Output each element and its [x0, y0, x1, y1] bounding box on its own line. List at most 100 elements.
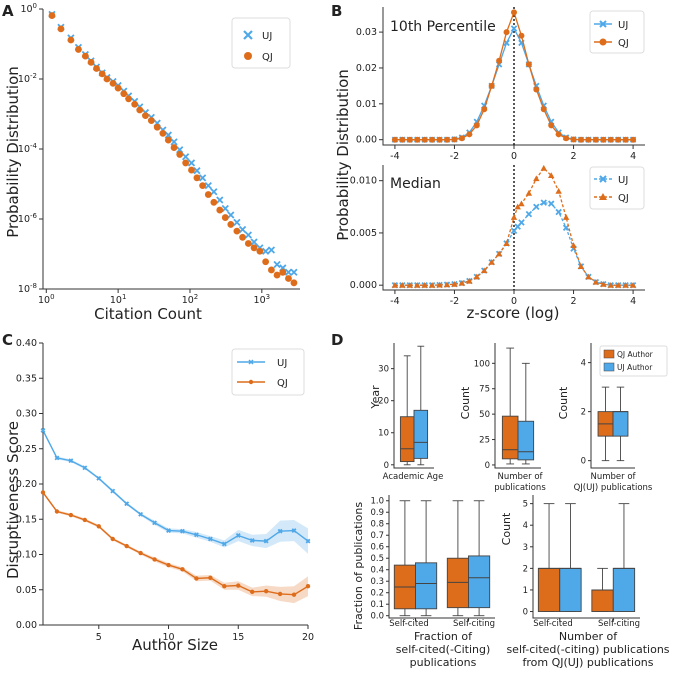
panel-b-top-legend-qj: QJ [618, 38, 629, 49]
panel-b-qj-point [577, 263, 585, 269]
panel-a-uj-point [170, 138, 178, 146]
panel-c-qj-point [305, 584, 311, 589]
panel-c-uj-point [193, 532, 199, 538]
panel-b-qj-point [458, 135, 465, 142]
panel-b-qj-point [481, 267, 488, 274]
panel-b-xtick-label: 4 [630, 296, 636, 307]
panel-a-qj-point [268, 266, 275, 274]
panel-c-uj-point [152, 520, 158, 526]
panel-c-qj-point [40, 490, 46, 495]
d4-spines [388, 495, 495, 619]
d1-box-uj [413, 409, 429, 459]
panel-b-qj-point [514, 203, 521, 210]
d5-ytick-label: 2 [523, 564, 528, 574]
panel-c-legend-box [231, 348, 305, 396]
panel-a-qj-point [109, 79, 117, 87]
d2-xlabel-line1: Number of [497, 472, 543, 482]
panel-a-uj-point [261, 247, 270, 255]
panel-c-qj-ci-band [43, 491, 308, 604]
panel-b-ytick-label: 0.03 [356, 27, 377, 38]
panel-b-qj-point [510, 214, 518, 220]
panel-a-qj-point [262, 258, 270, 266]
panel-b-qj-point [555, 131, 562, 138]
panel-b-qj-point [466, 131, 473, 138]
panel-c-uj-point [68, 458, 74, 464]
d2-box-uj [517, 420, 535, 461]
panel-a-uj-point [227, 211, 235, 219]
panel-c-uj-point [249, 537, 255, 543]
panel-a-qj-point [142, 112, 149, 120]
panel-b-qj-point [488, 258, 495, 265]
panel-b-top-legend: UJ QJ [589, 10, 645, 54]
panel-c-xtick-label: 5 [96, 632, 102, 643]
d3-spines [590, 343, 635, 469]
panel-c-ytick-label: 0.30 [16, 409, 37, 420]
panel-b-bottom-annotation: Median [390, 176, 441, 192]
panel-c-qj-point [208, 575, 213, 580]
panel-a-qj-point [182, 159, 190, 167]
panel-a-qj-point [204, 191, 212, 198]
panel-b-qj-point [451, 136, 458, 143]
panel-c-uj-point [40, 427, 46, 433]
panel-b-qj-point [458, 279, 466, 286]
panel-b-xtick-label: -2 [450, 296, 459, 307]
panel-b-bottom-legend: UJ QJ [589, 166, 645, 210]
panel-a-xtick-label: 103 [254, 293, 271, 306]
d1-spines [393, 343, 434, 469]
d2-ytick-label: 25 [479, 436, 490, 446]
d3-ytick-label: 0 [581, 457, 586, 467]
d2-ylabel: Count [459, 386, 472, 419]
d4-xlabel-line1: Fraction of [414, 630, 473, 643]
panel-b-bottom-legend-uj-marker [599, 175, 607, 183]
panel-c-uj-point [263, 538, 269, 544]
d4-ytick-label: 0.3 [370, 577, 384, 587]
panel-c-qj-point [96, 524, 101, 529]
panel-b-qj-point [503, 240, 510, 246]
d2-ytick-label: 100 [474, 359, 490, 369]
panel-b-xtick-label: -2 [450, 151, 459, 162]
panel-b-qj-point [428, 281, 436, 288]
panel-b-qj-point [466, 277, 473, 284]
panel-c-ytick-label: 0.20 [16, 479, 37, 490]
panel-b-ytick-label: 0.005 [350, 228, 377, 239]
d5-xlabel-line1: Number of [559, 630, 618, 643]
panel-a-uj-point [233, 218, 241, 227]
panel-a-uj-point [187, 159, 196, 167]
panel-a-qj-point [244, 240, 252, 247]
panel-c-qj-point [68, 512, 74, 518]
panel-b-bottom-legend-uj: UJ [618, 175, 628, 186]
panel-c-qj-point [54, 509, 60, 514]
d3-xlabel-line2: QJ(UJ) publications [574, 483, 653, 493]
d2-xlabel-line2: publications [494, 483, 546, 493]
panel-b-xtick-label: 4 [630, 151, 636, 162]
panel-b-qj-point [615, 136, 622, 143]
panel-c-legend-qj-marker [248, 379, 254, 385]
d5-box-uj [559, 567, 582, 612]
panel-a-legend-qj-marker [244, 52, 252, 60]
panel-c-uj-point [207, 536, 213, 542]
panel-a-label: A [2, 2, 14, 20]
panel-a-ytick-label: 10-4 [18, 142, 38, 155]
panel-b-top-legend-uj-marker [599, 20, 607, 28]
panel-c-qj-point [180, 567, 185, 572]
panel-a-qj-point [136, 106, 144, 114]
d4-cat1: Self-cited [389, 619, 429, 629]
panel-a-uj-point [290, 268, 298, 276]
panel-c-qj-point [236, 583, 241, 588]
panel-d-boxes: 010203002550751000240.00.10.20.30.40.50.… [370, 343, 640, 622]
panel-b-ytick-label: 0.010 [350, 176, 377, 187]
d1-ytick-label: 30 [378, 365, 389, 375]
panel-b-qj-point [488, 82, 495, 89]
panel-b-qj-point [615, 281, 622, 288]
panel-c-axes: 5 10 15 20 0.00 0.05 0.10 0.15 0.20 0.25 0.30 0.35 0… [16, 338, 314, 643]
panel-b-qj-point [548, 172, 555, 179]
panel-a-points [48, 10, 298, 287]
d2-spines [494, 343, 541, 469]
panel-b-qj-point [421, 281, 428, 288]
panel-c-qj-point [138, 550, 143, 556]
panel-b-qj-point [525, 190, 533, 196]
panel-b-qj-point [548, 122, 555, 129]
panel-b-qj-point [533, 86, 540, 93]
panel-b-qj-point [533, 175, 540, 182]
panel-b-label: B [331, 2, 342, 20]
